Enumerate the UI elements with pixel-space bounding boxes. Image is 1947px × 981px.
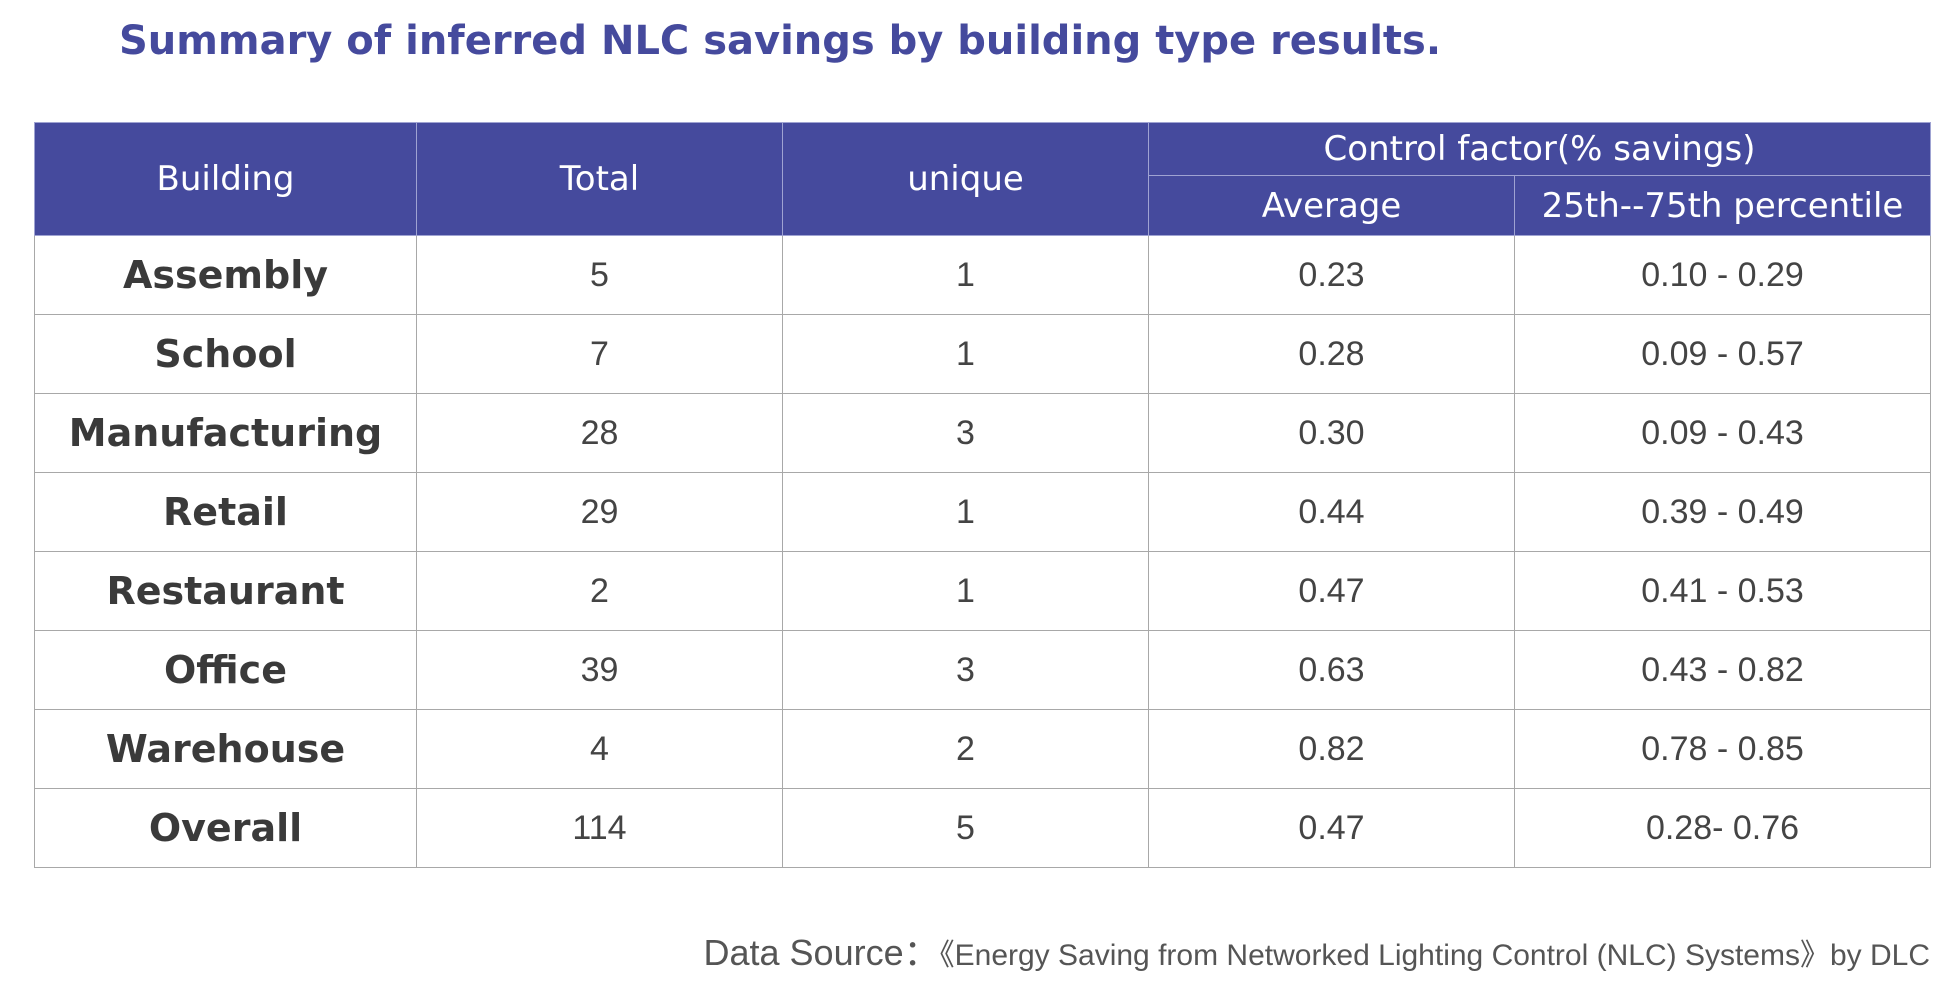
- table-row: School 7 1 0.28 0.09 - 0.57: [34, 314, 1931, 394]
- cell-total: 29: [416, 472, 783, 552]
- cell-building: Retail: [34, 472, 417, 552]
- cell-percentile: 0.09 - 0.43: [1514, 393, 1931, 473]
- data-source-note: Data Source：《Energy Saving from Networke…: [704, 924, 1931, 976]
- cell-average: 0.47: [1148, 788, 1515, 868]
- table-row: Manufacturing 28 3 0.30 0.09 - 0.43: [34, 393, 1931, 473]
- header-total: Total: [416, 122, 783, 236]
- cell-percentile: 0.28- 0.76: [1514, 788, 1931, 868]
- table-row: Overall 114 5 0.47 0.28- 0.76: [34, 788, 1931, 868]
- header-control-factor: Control factor(% savings): [1148, 122, 1931, 176]
- cell-unique: 1: [782, 551, 1149, 631]
- cell-building: Overall: [34, 788, 417, 868]
- cell-average: 0.23: [1148, 235, 1515, 315]
- cell-average: 0.30: [1148, 393, 1515, 473]
- cell-average: 0.28: [1148, 314, 1515, 394]
- cell-percentile: 0.78 - 0.85: [1514, 709, 1931, 789]
- header-unique: unique: [782, 122, 1149, 236]
- cell-unique: 2: [782, 709, 1149, 789]
- table-row: Assembly 5 1 0.23 0.10 - 0.29: [34, 235, 1931, 315]
- header-percentile: 25th--75th percentile: [1514, 175, 1931, 236]
- cell-percentile: 0.39 - 0.49: [1514, 472, 1931, 552]
- cell-unique: 3: [782, 393, 1149, 473]
- header-average: Average: [1148, 175, 1515, 236]
- cell-building: Warehouse: [34, 709, 417, 789]
- table-body: Assembly 5 1 0.23 0.10 - 0.29 School 7 1 0.28 0.0…: [34, 235, 1931, 868]
- savings-table: Building Total unique Control factor(% s…: [34, 122, 1931, 868]
- cell-total: 114: [416, 788, 783, 868]
- cell-unique: 1: [782, 472, 1149, 552]
- cell-unique: 1: [782, 314, 1149, 394]
- chart-title: Summary of inferred NLC savings by build…: [118, 18, 1442, 64]
- cell-unique: 3: [782, 630, 1149, 710]
- cell-total: 2: [416, 551, 783, 631]
- cell-average: 0.47: [1148, 551, 1515, 631]
- cell-total: 4: [416, 709, 783, 789]
- cell-building: Manufacturing: [34, 393, 417, 473]
- cell-building: School: [34, 314, 417, 394]
- cell-average: 0.82: [1148, 709, 1515, 789]
- table-row: Warehouse 4 2 0.82 0.78 - 0.85: [34, 709, 1931, 789]
- cell-total: 39: [416, 630, 783, 710]
- cell-percentile: 0.43 - 0.82: [1514, 630, 1931, 710]
- table-row: Restaurant 2 1 0.47 0.41 - 0.53: [34, 551, 1931, 631]
- data-source-text: 《Energy Saving from Networked Lighting C…: [939, 939, 1930, 972]
- table-row: Office 39 3 0.63 0.43 - 0.82: [34, 630, 1931, 710]
- cell-building: Assembly: [34, 235, 417, 315]
- cell-total: 7: [416, 314, 783, 394]
- cell-unique: 5: [782, 788, 1149, 868]
- data-source-label: Data Source：: [703, 932, 940, 973]
- cell-percentile: 0.10 - 0.29: [1514, 235, 1931, 315]
- table-row: Retail 29 1 0.44 0.39 - 0.49: [34, 472, 1931, 552]
- cell-total: 28: [416, 393, 783, 473]
- table-header: Building Total unique Control factor(% s…: [34, 122, 1931, 236]
- header-building: Building: [34, 122, 417, 236]
- cell-percentile: 0.09 - 0.57: [1514, 314, 1931, 394]
- cell-average: 0.44: [1148, 472, 1515, 552]
- cell-total: 5: [416, 235, 783, 315]
- cell-percentile: 0.41 - 0.53: [1514, 551, 1931, 631]
- cell-building: Restaurant: [34, 551, 417, 631]
- cell-building: Office: [34, 630, 417, 710]
- cell-unique: 1: [782, 235, 1149, 315]
- cell-average: 0.63: [1148, 630, 1515, 710]
